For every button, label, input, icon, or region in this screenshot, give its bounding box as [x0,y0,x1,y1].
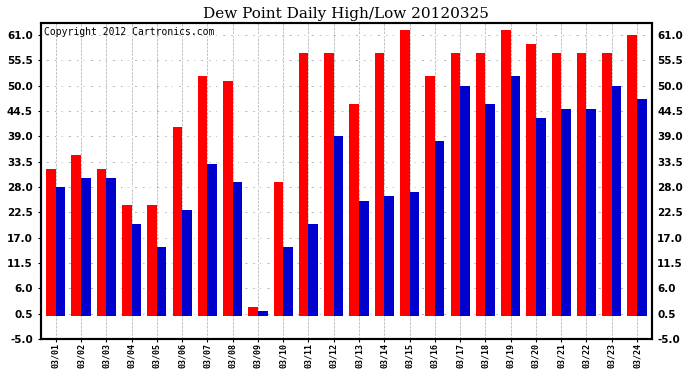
Bar [299,53,308,316]
Bar [122,206,132,316]
Bar [132,224,141,316]
Bar [283,247,293,316]
Bar [308,224,318,316]
Title: Dew Point Daily High/Low 20120325: Dew Point Daily High/Low 20120325 [204,7,489,21]
Bar [375,53,384,316]
Bar [511,76,520,316]
Bar [324,53,334,316]
Bar [460,86,470,316]
Bar [551,53,561,316]
Bar [233,182,242,316]
Bar [400,30,410,316]
Bar [561,109,571,316]
Bar [46,168,56,316]
Bar [451,53,460,316]
Bar [577,53,586,316]
Bar [384,196,394,316]
Bar [536,118,546,316]
Bar [72,155,81,316]
Bar [586,109,596,316]
Bar [476,53,485,316]
Bar [637,99,647,316]
Bar [627,35,637,316]
Bar [602,53,612,316]
Bar [172,127,182,316]
Bar [157,247,166,316]
Bar [612,86,622,316]
Bar [208,164,217,316]
Bar [248,307,258,316]
Bar [258,311,268,316]
Bar [198,76,208,316]
Bar [56,187,66,316]
Bar [501,30,511,316]
Bar [359,201,368,316]
Bar [349,104,359,316]
Text: Copyright 2012 Cartronics.com: Copyright 2012 Cartronics.com [43,27,214,37]
Bar [106,178,116,316]
Bar [81,178,90,316]
Bar [147,206,157,316]
Bar [435,141,444,316]
Bar [274,182,283,316]
Bar [425,76,435,316]
Bar [526,44,536,316]
Bar [410,192,420,316]
Bar [223,81,233,316]
Bar [485,104,495,316]
Bar [334,136,344,316]
Bar [182,210,192,316]
Bar [97,168,106,316]
